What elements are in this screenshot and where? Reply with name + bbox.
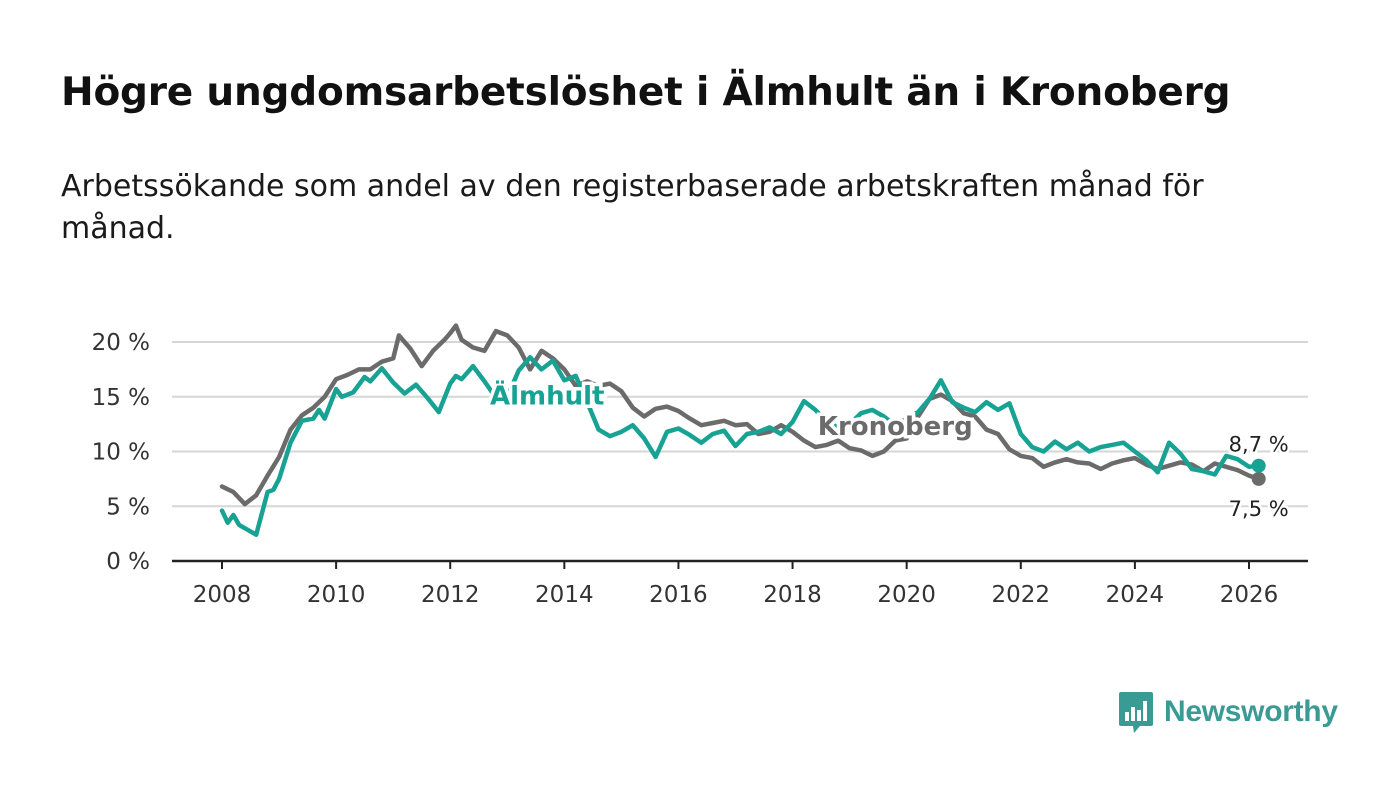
series-line-kronoberg (219, 323, 1261, 507)
newsworthy-logo-icon (1119, 692, 1153, 733)
y-tick-label: 0 % (106, 549, 150, 575)
y-axis-ticks: 0 % 5 % 10 % 15 % 20 % (92, 330, 150, 575)
x-tick-label: 2024 (1106, 582, 1165, 608)
x-tick-label: 2010 (307, 582, 366, 608)
x-axis: 2008 2010 2012 2014 2016 2018 2020 2022 2024 2026 (172, 559, 1308, 608)
y-tick-label: 5 % (106, 494, 150, 520)
x-tick-label: 2020 (877, 582, 936, 608)
series-label-lmhult: Älmhult (490, 379, 605, 411)
series-label-kronoberg: Kronoberg (818, 412, 973, 442)
x-tick-label: 2008 (193, 582, 252, 608)
logo-text: Newsworthy (1164, 695, 1338, 728)
grid-lines (172, 341, 1308, 508)
x-tick-label: 2022 (992, 582, 1051, 608)
series-line-lmhult (219, 355, 1261, 537)
x-tick-label: 2014 (535, 582, 594, 608)
chart-subtitle: Arbetssökande som andel av den registerb… (61, 169, 1204, 246)
x-tick-label: 2018 (763, 582, 822, 608)
end-point-kronoberg (1251, 471, 1266, 486)
end-label: 8,7 % (1229, 433, 1289, 457)
end-label: 7,5 % (1229, 497, 1289, 521)
x-tick-label: 2012 (421, 582, 480, 608)
x-tick-label: 2026 (1220, 582, 1279, 608)
series-labels: 7,5 % 8,7 % Älmhult Kronoberg (486, 376, 1291, 523)
y-tick-label: 10 % (92, 440, 150, 466)
y-tick-label: 15 % (92, 385, 150, 411)
newsworthy-logo[interactable]: Newsworthy (1118, 690, 1338, 734)
end-point-lmhult (1251, 458, 1266, 473)
y-tick-label: 20 % (92, 330, 150, 356)
x-tick-label: 2016 (649, 582, 708, 608)
chart-title: Högre ungdomsarbetslöshet i Älmhult än i… (61, 70, 1231, 115)
series-lines (219, 323, 1266, 537)
